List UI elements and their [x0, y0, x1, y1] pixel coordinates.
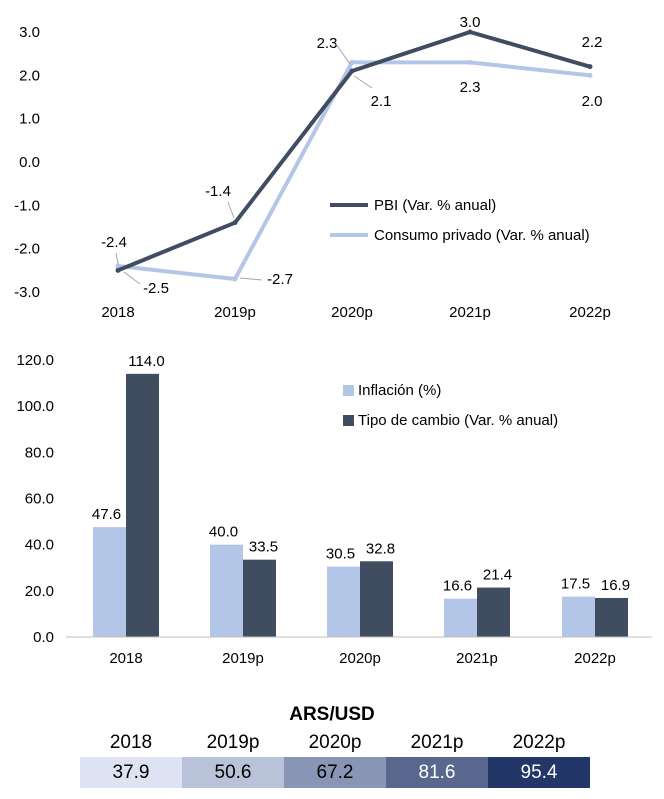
data-label: -2.5 — [143, 280, 169, 297]
y-tick-label: -1.0 — [14, 197, 40, 214]
legend-swatch — [343, 385, 354, 396]
exchange-rate-value: 67.2 — [284, 757, 386, 788]
x-tick-label: 2019p — [222, 650, 264, 667]
data-label: 40.0 — [209, 524, 238, 541]
data-label: 17.5 — [561, 576, 590, 593]
exchange-rate-year: 2020p — [308, 732, 362, 753]
bar — [595, 597, 628, 637]
leader-line — [115, 252, 119, 265]
y-tick-label: 1.0 — [19, 111, 40, 128]
bar — [444, 598, 477, 637]
data-label: 3.0 — [460, 14, 481, 31]
exchange-rate-year: 2019p — [206, 732, 260, 753]
data-label: 30.5 — [326, 546, 355, 563]
y-tick-label: 3.0 — [19, 24, 40, 41]
y-tick-label: -2.0 — [14, 241, 40, 258]
exchange-rate-year: 2018 — [109, 732, 153, 753]
data-label: 16.6 — [443, 578, 472, 595]
data-label: -2.7 — [267, 271, 293, 288]
data-label: 2.3 — [317, 35, 338, 52]
data-label: 114.0 — [128, 353, 164, 370]
y-tick-label: 0.0 — [33, 629, 54, 646]
x-tick-label: 2020p — [339, 650, 381, 667]
data-label: -2.4 — [101, 234, 127, 251]
exchange-rate-title: ARS/USD — [289, 704, 375, 725]
bar — [243, 559, 276, 637]
data-point — [587, 64, 593, 70]
data-label: 47.6 — [92, 506, 121, 523]
leader-line — [335, 43, 351, 65]
bar-chart: 120.0 100.0 80.0 60.0 40.0 20.0 0.0 2018 2019p 20… — [16, 352, 652, 667]
bar — [93, 527, 126, 637]
data-label: 16.9 — [601, 577, 630, 594]
leader-line — [123, 271, 141, 285]
x-tick-label: 2018 — [101, 304, 134, 321]
exchange-rate-table: ARS/USD 2018 2019p 2020p 2021p 2022p 37.… — [0, 700, 664, 799]
data-point — [349, 59, 355, 65]
data-label: 33.5 — [249, 539, 278, 556]
y-tick-label: 0.0 — [19, 154, 40, 171]
bar — [562, 596, 595, 637]
bar — [360, 561, 393, 637]
legend-label: PBI (Var. % anual) — [374, 197, 496, 214]
data-point — [467, 59, 473, 65]
x-tick-label: 2022p — [574, 650, 616, 667]
y-tick-label: 80.0 — [25, 444, 54, 461]
x-tick-label: 2018 — [109, 650, 142, 667]
y-tick-label: 20.0 — [25, 583, 54, 600]
leader-line — [353, 75, 373, 89]
bar — [210, 544, 243, 637]
exchange-rate-years: 2018 2019p 2020p 2021p 2022p — [80, 732, 590, 758]
y-tick-label: 40.0 — [25, 537, 54, 554]
data-label: 32.8 — [366, 540, 395, 557]
legend-label: Consumo privado (Var. % anual) — [374, 227, 590, 244]
data-label: -1.4 — [205, 183, 231, 200]
exchange-rate-value: 95.4 — [488, 757, 590, 788]
data-label: 2.0 — [582, 93, 603, 110]
exchange-rate-value: 37.9 — [80, 757, 182, 788]
bar — [327, 566, 360, 637]
data-label: 2.2 — [582, 34, 603, 51]
data-point — [349, 68, 355, 74]
series-line — [117, 60, 591, 281]
data-label: 2.1 — [371, 93, 392, 110]
line-chart: 3.0 2.0 1.0 0.0 -1.0 -2.0 -3.0 2018 2019p 2020p 20… — [14, 14, 611, 321]
exchange-rate-year: 2022p — [512, 732, 566, 753]
x-tick-label: 2020p — [331, 304, 373, 321]
data-point — [232, 220, 238, 226]
exchange-rate-year: 2021p — [410, 732, 464, 753]
y-tick-label: 100.0 — [16, 398, 54, 415]
legend-label: Tipo de cambio (Var. % anual) — [358, 412, 558, 429]
leader-line — [227, 201, 235, 219]
y-tick-label: 60.0 — [25, 491, 54, 508]
x-tick-label: 2022p — [569, 304, 611, 321]
legend-swatch — [343, 415, 354, 426]
exchange-rate-values: 37.9 50.6 67.2 81.6 95.4 — [80, 757, 590, 788]
bar — [126, 373, 159, 637]
data-point — [115, 267, 121, 273]
y-tick-label: 2.0 — [19, 67, 40, 84]
bar — [477, 587, 510, 637]
y-tick-label: 120.0 — [16, 352, 54, 369]
data-point — [115, 263, 121, 269]
data-label: 21.4 — [483, 567, 512, 584]
data-point — [232, 276, 238, 282]
y-tick-label: -3.0 — [14, 284, 40, 301]
x-tick-label: 2021p — [449, 304, 491, 321]
data-label: 2.3 — [460, 79, 481, 96]
legend-label: Inflación (%) — [358, 382, 441, 399]
exchange-rate-value: 50.6 — [182, 757, 284, 788]
data-point — [467, 29, 473, 35]
x-tick-label: 2021p — [456, 650, 498, 667]
data-point — [587, 72, 593, 78]
exchange-rate-value: 81.6 — [386, 757, 488, 788]
leader-line — [239, 277, 263, 281]
x-tick-label: 2019p — [214, 304, 256, 321]
